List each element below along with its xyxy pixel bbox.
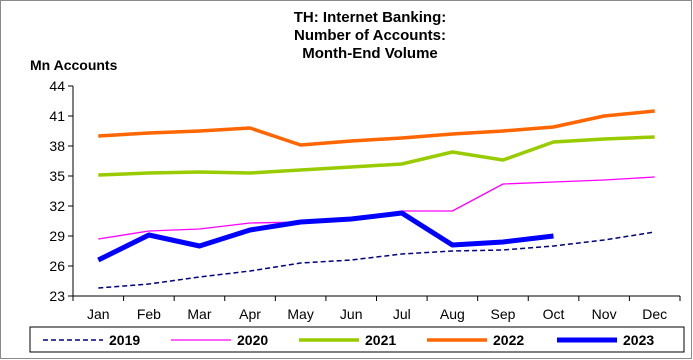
series-lines [97,109,655,289]
y-tick-label: 38 [49,138,65,154]
series-line-2019 [98,231,655,289]
title-line-2: Number of Accounts: [294,27,446,44]
legend-label-2020: 2020 [237,332,268,348]
x-tick-label: May [287,306,313,322]
x-tick-label: Sep [490,306,515,322]
x-tick-label: Jun [340,306,363,322]
legend-label-2021: 2021 [365,332,396,348]
y-tick-label: 44 [49,78,65,94]
y-tick-label: 23 [49,288,65,304]
y-axis-label: Mn Accounts [30,57,118,73]
chart-title: TH: Internet Banking: Number of Accounts… [294,9,447,62]
legend-label-2023: 2023 [623,332,654,348]
axes: 23 26 29 32 35 38 41 44 Jan Feb Mar Apr May Jun Jul Aug… [49,78,681,322]
y-tick-label: 41 [49,108,65,124]
x-tick-label: Oct [543,306,565,322]
x-tick-label: Mar [187,306,211,322]
x-tick-label: Nov [592,306,617,322]
y-tick-label: 29 [49,228,65,244]
series-line-2020 [98,176,655,240]
series-line-2023 [97,210,554,263]
title-line-1: TH: Internet Banking: [294,9,447,26]
y-tick-label: 35 [49,168,65,184]
series-line-2021 [98,135,655,177]
x-tick-label: Jul [393,306,411,322]
x-tick-label: Aug [440,306,465,322]
x-tick-label: Apr [239,306,261,322]
x-tick-label: Feb [137,306,161,322]
legend: 2019 2020 2021 2022 2023 [29,326,685,353]
y-tick-label: 32 [49,198,65,214]
x-tick-label: Jan [87,306,110,322]
series-line-2022 [98,109,655,147]
legend-label-2022: 2022 [493,332,524,348]
x-tick-label: Dec [642,306,667,322]
y-tick-label: 26 [49,258,65,274]
legend-label-2019: 2019 [109,332,140,348]
title-line-3: Month-End Volume [302,45,438,62]
